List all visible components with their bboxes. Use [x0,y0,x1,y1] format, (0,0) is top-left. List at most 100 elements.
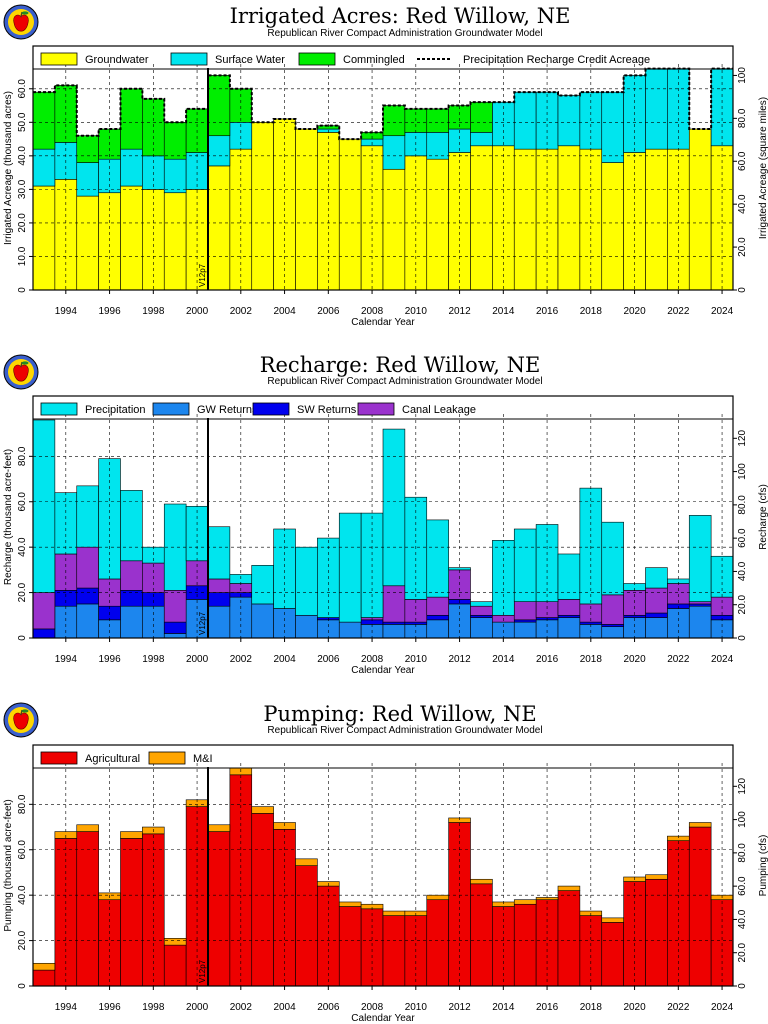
legend-swatch [40,52,78,66]
bar [32,969,56,987]
bar [207,526,231,580]
bar [163,590,187,623]
y-tick-label: 10.0 [17,246,28,266]
apple-body [13,364,29,382]
bar [338,906,362,987]
x-axis-label: Calendar Year [351,1013,415,1024]
apple-logo-icon [3,702,39,738]
bar [338,901,362,907]
y2-tick-label: 120 [737,430,748,447]
bar [163,158,187,194]
legend-item: GW Returns [152,402,258,416]
y2-tick-label: 60.0 [737,528,748,548]
bar [601,91,624,163]
y-tick-label: 40.0 [17,885,28,905]
bar [338,138,362,291]
bar [76,485,99,548]
y-tick-label: 0 [17,287,28,293]
version-marker-label: V12p7 [198,611,207,635]
legend-swatch [170,52,208,66]
y2-tick-label: 80.0 [737,108,748,128]
apple-body [13,712,29,730]
y2-tick-label: 0 [737,635,748,641]
y2-tick-label: 20.0 [737,943,748,963]
bar [513,899,537,905]
y-tick-label: 50.0 [17,112,28,132]
legend-item: Surface Water [170,52,285,66]
chart-title: Recharge: Red Willow, NE [260,353,541,377]
x-tick-label: 2014 [492,1002,515,1013]
bar [98,158,121,194]
bar [295,614,318,639]
bar [557,145,581,291]
y2-tick-label: 60.0 [737,876,748,896]
x-tick-label: 2010 [405,306,428,317]
legend-label: SW Returns [297,404,357,416]
x-tick-label: 2022 [667,306,690,317]
x-tick-label: 2008 [361,306,384,317]
y-tick-label: 30.0 [17,179,28,199]
bar [470,878,493,885]
y-tick-label: 20.0 [17,582,28,602]
legend-label: M&I [193,753,213,765]
bar [426,158,449,291]
bar [76,603,99,639]
bar [251,813,274,987]
x-tick-label: 2000 [186,654,209,665]
x-tick-label: 2006 [317,654,340,665]
x-tick-label: 2006 [317,306,340,317]
y2-axis-label: Recharge (cfs) [758,484,768,550]
series-m-i [32,767,734,971]
y-tick-label: 60.0 [17,492,28,512]
bar [120,560,143,591]
y2-tick-label: 120 [737,778,748,795]
legend-item: Canal Leakage [357,402,476,416]
chart-panel-1: Irrigated Acres: Red Willow, NERepublica… [3,4,768,328]
legend-item: Groundwater [40,52,149,66]
y-tick-label: 80.0 [17,794,28,814]
x-tick-label: 2016 [536,306,559,317]
bar [76,135,99,163]
x-tick-label: 1996 [98,1002,121,1013]
bar [382,624,406,639]
bar [470,614,493,618]
bar [120,490,143,562]
apple-leaf [21,11,29,15]
x-tick-label: 2018 [580,1002,603,1013]
bar [623,614,646,618]
bar [54,605,78,639]
bar [645,567,668,589]
x-tick-label: 2014 [492,306,515,317]
bar [163,621,187,634]
legend-swatch [252,402,290,416]
legend-swatch [152,402,190,416]
bar [513,621,537,639]
bar [32,185,56,291]
bar [382,915,406,987]
x-tick-label: 2024 [711,654,734,665]
bar [382,168,406,291]
bar [688,822,712,828]
y2-tick-label: 100 [737,67,748,84]
bar [601,624,624,627]
bar [535,601,559,618]
legend-label: Agricultural [85,753,140,765]
y2-tick-label: 40.0 [737,194,748,214]
legend-item: Commingled [298,52,405,66]
bar [470,132,493,147]
bar [645,148,668,291]
y-tick-label: 20.0 [17,930,28,950]
bar [32,148,56,187]
y-tick-label: 80.0 [17,446,28,466]
bar [32,592,56,630]
bar [207,578,231,593]
x-tick-label: 2010 [405,1002,428,1013]
bar [688,601,712,605]
bar [601,594,624,625]
x-tick-label: 2002 [230,1002,253,1013]
bar [120,838,143,987]
bar [513,91,537,150]
bar [163,192,187,291]
